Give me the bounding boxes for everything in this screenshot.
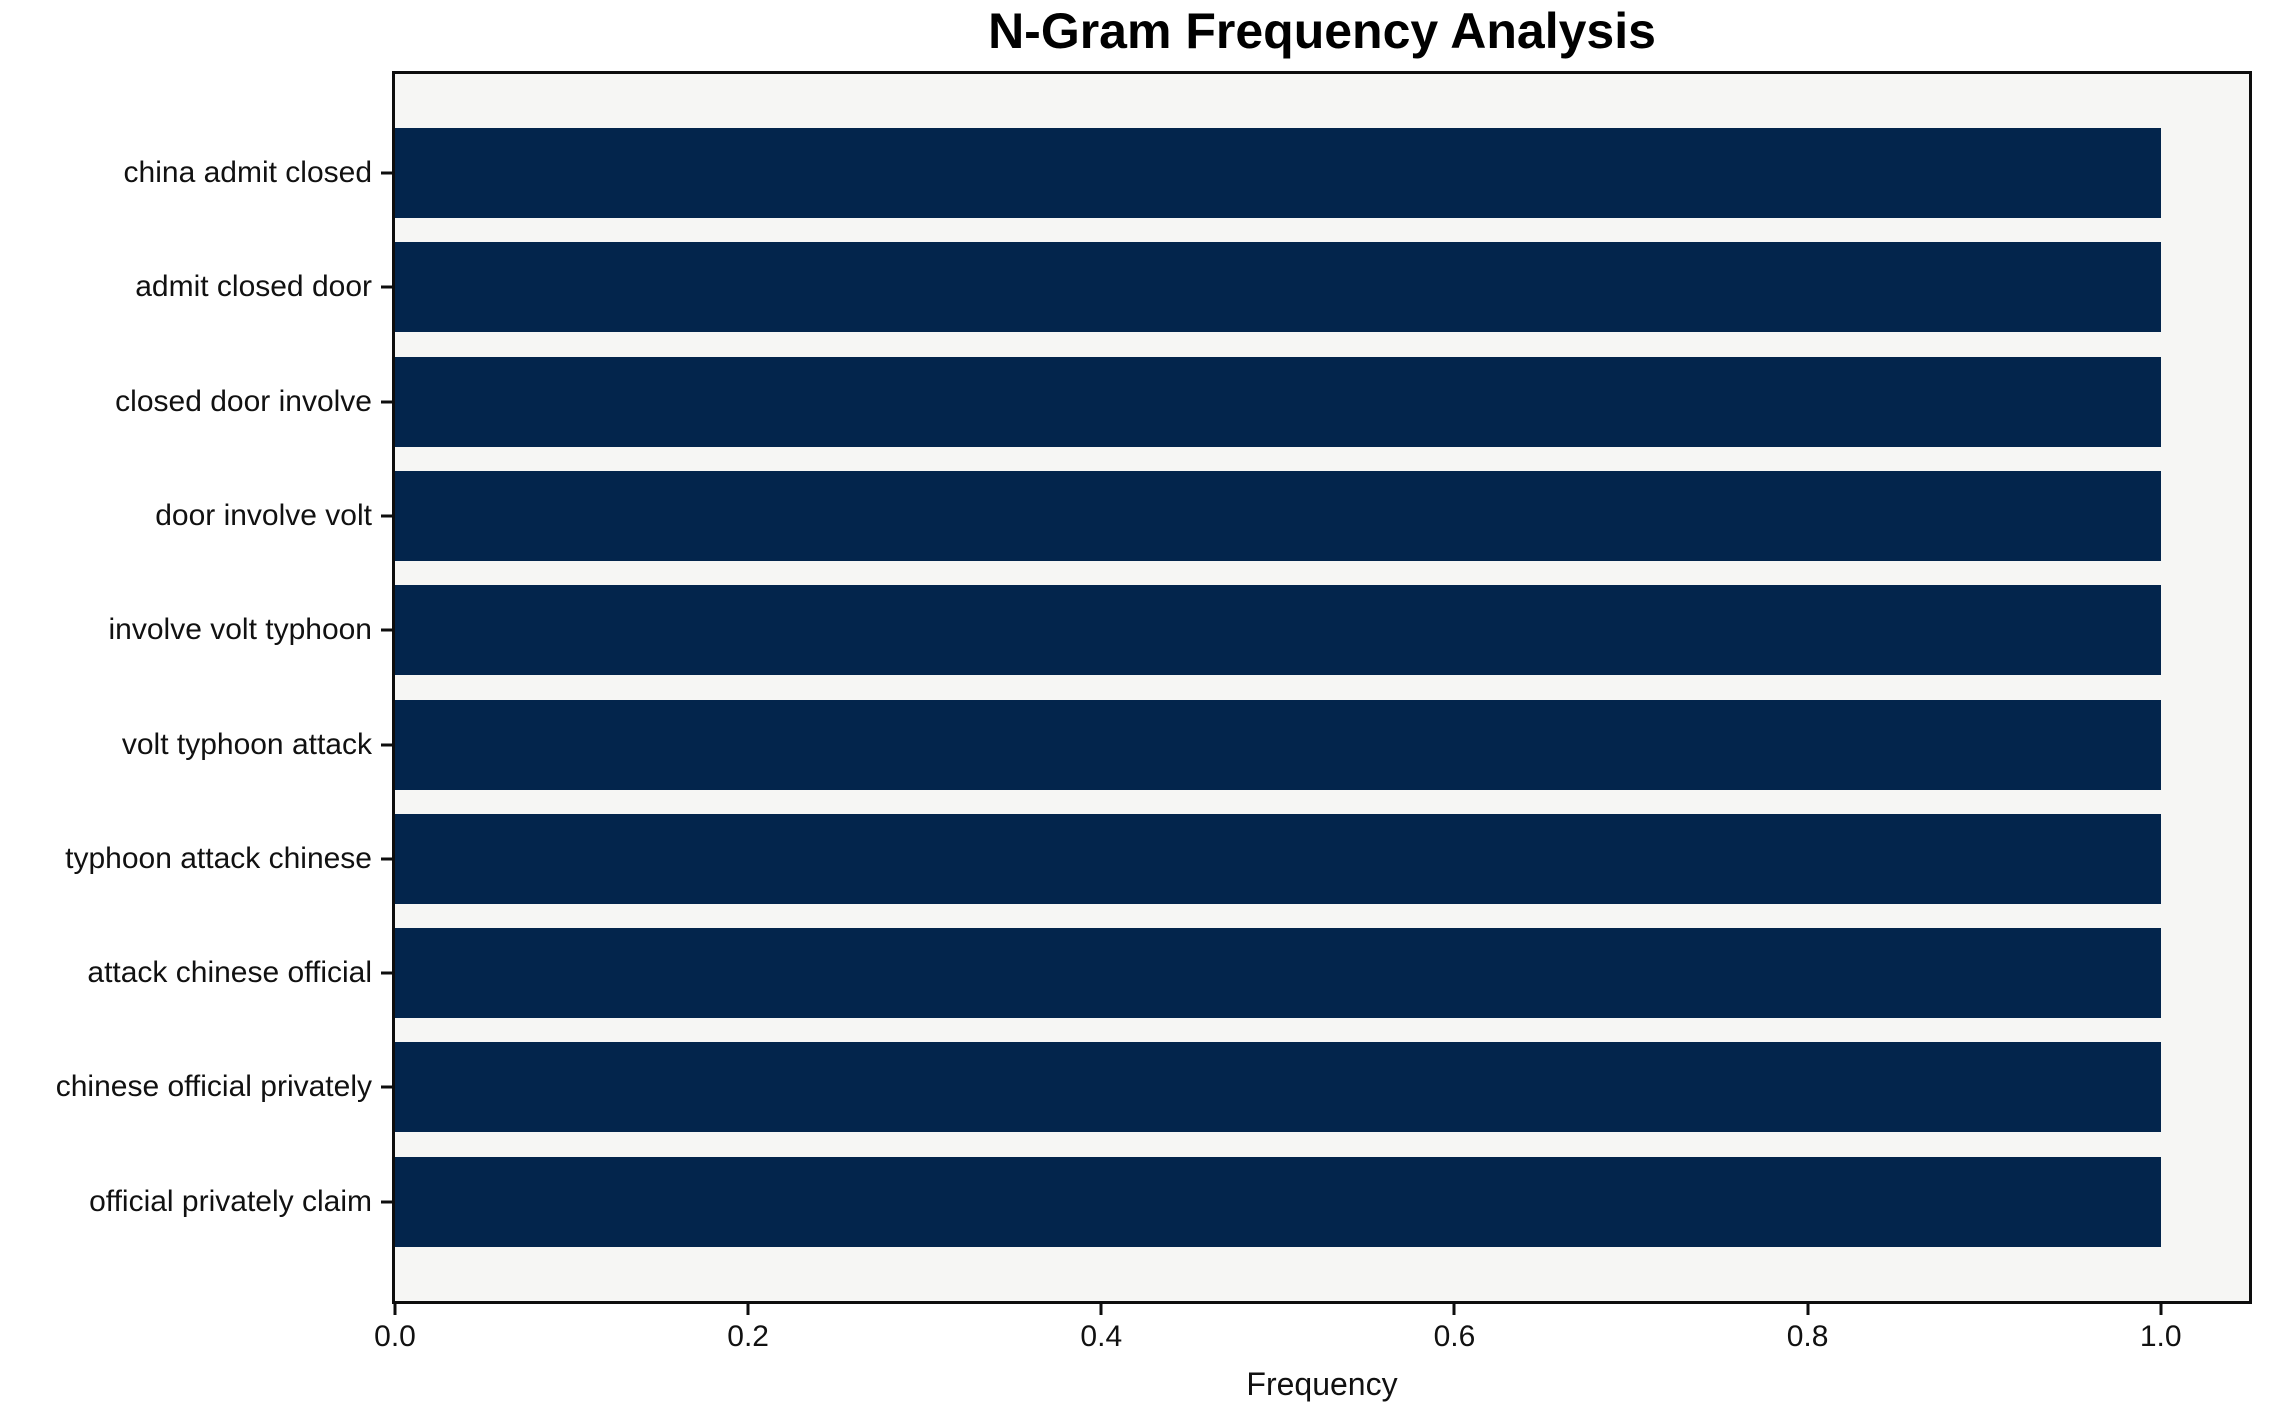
y-tick-mark xyxy=(381,400,392,404)
x-tick-label: 1.0 xyxy=(2139,1320,2182,1353)
y-tick-mark xyxy=(381,514,392,518)
bar xyxy=(395,242,2161,333)
y-tick-mark xyxy=(381,628,392,632)
y-tick-mark xyxy=(381,1200,392,1204)
bar xyxy=(395,1042,2161,1133)
y-tick-label: admit closed door xyxy=(135,270,372,304)
x-tick-mark xyxy=(1806,1304,1810,1315)
x-tick-label: 0.2 xyxy=(727,1320,769,1353)
x-tick-mark xyxy=(1099,1304,1103,1315)
y-tick-label: closed door involve xyxy=(115,384,372,418)
y-tick-mark xyxy=(381,285,392,289)
x-tick-label: 0.8 xyxy=(1786,1320,1829,1353)
y-tick-mark xyxy=(381,857,392,861)
x-tick-mark xyxy=(393,1304,397,1315)
bar xyxy=(395,928,2161,1019)
y-tick-mark xyxy=(381,743,392,746)
y-tick-label: china admit closed xyxy=(123,156,372,189)
x-axis-label: Frequency xyxy=(1246,1366,1398,1402)
x-tick-label: 0.4 xyxy=(1080,1320,1123,1353)
y-tick-label: official privately claim xyxy=(89,1184,372,1218)
x-tick-label: 0.0 xyxy=(374,1320,416,1353)
y-tick-label: attack chinese official xyxy=(87,956,372,990)
y-tick-label: door involve volt xyxy=(155,498,372,532)
x-tick-mark xyxy=(746,1304,750,1315)
x-tick-mark xyxy=(1452,1304,1456,1315)
bar xyxy=(395,813,2161,904)
bar xyxy=(395,470,2161,561)
bar xyxy=(395,699,2161,790)
chart-title: N-Gram Frequency Analysis xyxy=(988,3,1656,59)
y-tick-label: involve volt typhoon xyxy=(108,613,373,647)
bar xyxy=(395,1156,2161,1247)
bar xyxy=(395,356,2161,447)
x-tick-mark xyxy=(2159,1304,2163,1315)
y-tick-mark xyxy=(381,971,392,975)
y-tick-label: volt typhoon attack xyxy=(121,727,372,761)
y-tick-mark xyxy=(381,171,392,175)
y-tick-mark xyxy=(381,1085,392,1089)
bar xyxy=(395,585,2161,676)
y-tick-label: chinese official privately xyxy=(55,1070,372,1104)
y-tick-label: typhoon attack chinese xyxy=(65,841,372,875)
bar xyxy=(395,128,2161,218)
plot-area xyxy=(392,71,2252,1304)
x-tick-label: 0.6 xyxy=(1433,1320,1476,1353)
